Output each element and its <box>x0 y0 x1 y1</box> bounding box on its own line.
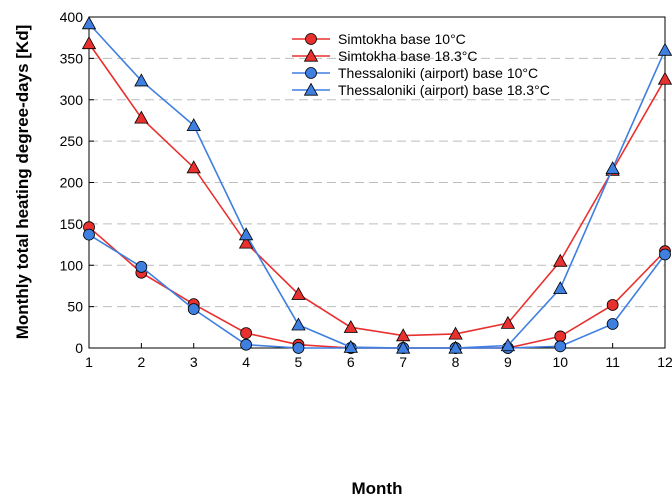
data-point <box>292 342 305 354</box>
data-point <box>343 339 358 353</box>
data-point <box>187 303 200 316</box>
y-tick-label: 400 <box>60 9 84 25</box>
data-point <box>343 319 358 333</box>
x-tick-label: 11 <box>605 354 620 370</box>
y-tick-label: 0 <box>75 340 83 356</box>
data-point <box>396 340 411 354</box>
data-point <box>606 318 619 330</box>
data-point <box>81 16 97 30</box>
y-tick-label: 150 <box>60 216 84 232</box>
data-point <box>448 326 463 340</box>
legend-label: Thessaloniki (airport) base 10°C <box>338 65 538 81</box>
x-tick-label: 5 <box>295 354 303 370</box>
data-point <box>83 228 95 241</box>
data-point <box>554 340 567 353</box>
data-point <box>553 281 568 295</box>
legend-marker <box>305 33 317 45</box>
data-point <box>186 160 201 174</box>
x-axis-title: Month <box>352 479 403 498</box>
data-point <box>291 286 306 300</box>
series-1 <box>81 36 672 342</box>
x-tick-label: 3 <box>190 354 198 370</box>
y-tick-label: 200 <box>60 175 84 191</box>
x-tick-label: 4 <box>242 354 250 370</box>
y-axis-ticks: 0 50 100 150 200 250 300 350 400 <box>60 9 94 356</box>
data-point <box>554 330 567 343</box>
data-point <box>135 261 148 273</box>
legend-marker <box>303 48 319 62</box>
data-point <box>186 118 201 132</box>
data-point <box>291 317 306 331</box>
y-tick-label: 100 <box>60 257 84 273</box>
legend-label: Simtokha base 18.3°C <box>338 48 477 64</box>
y-tick-label: 350 <box>60 50 84 66</box>
data-point <box>81 36 97 50</box>
y-tick-label: 300 <box>60 92 84 108</box>
legend-label: Thessaloniki (airport) base 18.3°C <box>338 82 550 98</box>
data-point <box>606 299 619 311</box>
legend-marker <box>303 82 319 96</box>
data-point <box>238 235 254 249</box>
data-point <box>448 340 463 354</box>
x-tick-label: 8 <box>452 354 460 370</box>
x-tick-label: 7 <box>399 354 407 370</box>
data-point <box>657 42 672 56</box>
legend-marker <box>305 67 317 79</box>
data-point <box>500 315 516 329</box>
data-point <box>134 73 149 87</box>
data-point <box>605 161 620 175</box>
series-0 <box>83 221 671 354</box>
x-tick-label: 10 <box>552 354 568 370</box>
data-point <box>240 338 252 351</box>
data-point <box>659 248 671 261</box>
data-point <box>657 71 672 85</box>
data-point <box>553 253 568 267</box>
data-point <box>238 227 254 241</box>
x-tick-label: 9 <box>504 354 512 370</box>
legend-label: Simtokha base 10°C <box>338 31 466 47</box>
series-2 <box>83 228 671 354</box>
y-tick-label: 50 <box>67 299 83 315</box>
y-axis-title: Monthly total heating degree-days [Kd] <box>13 25 32 340</box>
legend-entry-3: Thessaloniki (airport) base 18.3°C <box>292 82 550 98</box>
x-tick-label: 12 <box>657 354 672 370</box>
series-line-1 <box>88 43 666 337</box>
series-layer <box>81 16 672 354</box>
series-3 <box>81 16 672 354</box>
x-tick-label: 2 <box>137 354 145 370</box>
data-point <box>134 110 149 124</box>
data-point <box>240 327 252 340</box>
grid-lines <box>89 57 665 308</box>
legend-entry-0: Simtokha base 10°C <box>292 31 466 47</box>
legend-entry-2: Thessaloniki (airport) base 10°C <box>292 65 538 81</box>
series-line-3 <box>88 23 666 349</box>
x-tick-label: 1 <box>85 354 93 370</box>
legend-entry-1: Simtokha base 18.3°C <box>292 48 477 64</box>
x-tick-label: 6 <box>347 354 355 370</box>
data-point <box>500 338 516 352</box>
y-tick-label: 250 <box>60 133 84 149</box>
